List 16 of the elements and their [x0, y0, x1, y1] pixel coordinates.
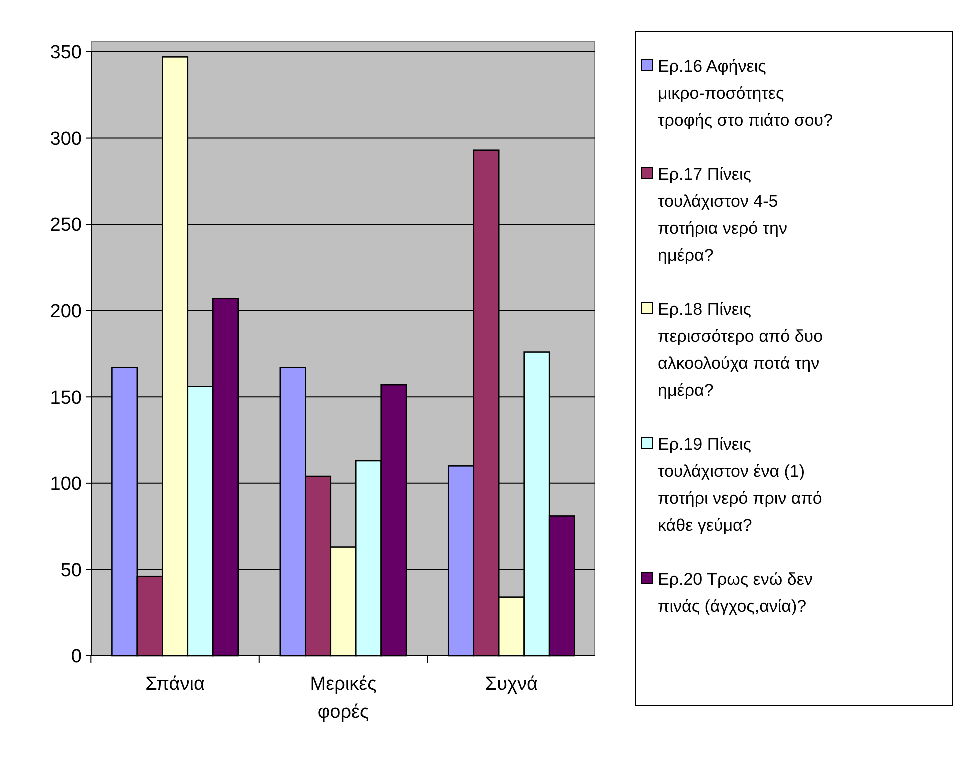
- y-tick-label: 300: [50, 128, 82, 150]
- y-tick-label: 350: [50, 42, 82, 64]
- y-tick-label: 100: [50, 474, 82, 496]
- x-tick-label: Μερικές φορές: [310, 674, 377, 723]
- y-tick-label: 50: [60, 560, 82, 582]
- legend-label: Ερ.20 Τρως ενώ δεν πινάς (άγχος,ανία)?: [658, 570, 813, 616]
- x-tick-label: Σπάνια: [146, 674, 205, 695]
- legend-label: Ερ.17 Πίνεις τουλάχιστον 4-5 ποτήρια νερό την ημέρα?: [658, 165, 788, 265]
- y-tick-label: 150: [50, 388, 82, 409]
- y-tick-label: 200: [50, 302, 82, 323]
- legend-label: Ερ.18 Πίνεις περισσότερο από δυο αλκοολούχα ποτά την ημέρα?: [658, 300, 824, 400]
- x-tick-label: Συχνά: [485, 674, 538, 695]
- y-tick-label: 0: [71, 646, 82, 668]
- legend-label: Ερ.19 Πίνεις τουλάχιστον ένα (1) ποτήρι νερό πριν από κάθε γεύμα?: [658, 435, 822, 535]
- y-tick-label: 250: [50, 215, 82, 236]
- legend-label: Ερ.16 Αφήνεις μικρο-ποσότητες τροφής στο πιάτο σου?: [658, 57, 834, 130]
